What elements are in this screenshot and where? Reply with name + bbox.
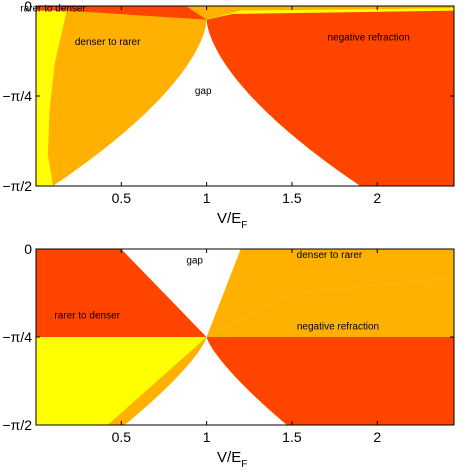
region-denser-to-rarer-thin xyxy=(107,337,207,425)
region-gap xyxy=(124,337,287,425)
y-tick-label: −π/4 xyxy=(2,329,32,345)
region-label: rarer to denser xyxy=(54,310,120,321)
y-tick-label: −π/2 xyxy=(2,178,32,194)
region-denser-to-rarer xyxy=(206,249,454,337)
y-tick-label: −π/4 xyxy=(2,88,32,104)
region-label: denser to rarer xyxy=(297,250,363,261)
x-tick-label: 1.5 xyxy=(282,429,302,445)
region-denser-to-rarer-top xyxy=(186,6,454,20)
x-tick-label: 1 xyxy=(203,190,211,206)
y-tick-label: 0 xyxy=(24,241,32,257)
x-tick-label: 1.5 xyxy=(282,190,302,206)
region-label: gap xyxy=(186,256,203,267)
region-gap xyxy=(53,19,361,186)
region-rarer-to-denser-top xyxy=(206,8,454,20)
x-axis-label: V/EF xyxy=(217,449,247,470)
region-negative-refraction-top xyxy=(36,249,207,337)
y-tick-label: 0 xyxy=(24,0,32,14)
region-label: rarer to denser xyxy=(20,4,86,15)
x-axis-label: V/EF xyxy=(217,210,247,231)
x-tick-label: 2 xyxy=(373,429,381,445)
x-tick-label: 1 xyxy=(203,429,211,445)
region-label: negative refraction xyxy=(328,32,410,43)
x-axis-label-main: V/E xyxy=(217,449,241,466)
region-label: gap xyxy=(195,86,212,97)
region-denser-to-rarer xyxy=(47,10,207,186)
x-axis-label-subscript: F xyxy=(241,459,247,470)
region-label: denser to rarer xyxy=(75,37,141,48)
region-gap-top xyxy=(121,249,241,337)
region-negative-refraction-top xyxy=(36,6,207,20)
x-axis-label-main: V/E xyxy=(217,210,241,227)
region-negative-refraction xyxy=(206,337,454,425)
x-axis-label-subscript: F xyxy=(241,220,247,231)
x-tick-label: 0.5 xyxy=(112,190,132,206)
x-tick-label: 2 xyxy=(373,190,381,206)
region-negative-refraction xyxy=(206,10,454,186)
region-label: negative refraction xyxy=(297,322,379,333)
region-denser-to-rarer-edge xyxy=(206,284,454,337)
y-tick-label: −π/2 xyxy=(2,417,32,433)
x-tick-label: 0.5 xyxy=(112,429,132,445)
